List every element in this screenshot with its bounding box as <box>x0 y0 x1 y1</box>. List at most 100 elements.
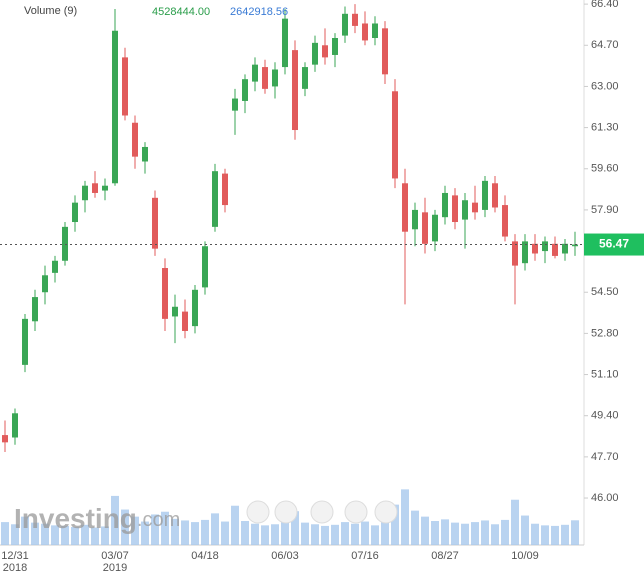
control-button[interactable] <box>344 500 368 524</box>
volume-bar <box>51 525 59 545</box>
candle-body <box>182 311 188 331</box>
candle-body <box>252 64 258 82</box>
candle-body <box>22 318 28 365</box>
candle-body <box>562 243 568 254</box>
candle-body <box>162 268 168 319</box>
volume-bar <box>241 521 249 545</box>
y-tick-label: 57.90 <box>591 204 619 216</box>
volume-bar <box>451 522 459 545</box>
candle-body <box>222 173 228 206</box>
x-tick-label: 07/16 <box>351 550 379 562</box>
candle-body <box>332 38 338 55</box>
candle-body <box>62 226 68 261</box>
volume-bar <box>471 522 479 545</box>
candle-body <box>492 183 498 208</box>
volume-bar <box>181 520 189 545</box>
volume-bar <box>411 510 419 545</box>
candle-body <box>532 243 538 254</box>
volume-bar <box>561 524 569 545</box>
volume-bar <box>171 518 179 545</box>
x-year-label: 2019 <box>103 562 127 573</box>
candle-body <box>132 122 138 157</box>
y-tick-label: 46.00 <box>591 492 619 504</box>
watermark-suffix: .com <box>137 509 180 531</box>
volume-bar <box>11 524 19 545</box>
candle-body <box>392 91 398 179</box>
volume-bar <box>501 519 509 545</box>
y-tick-label: 47.70 <box>591 451 619 463</box>
volume-bar <box>301 522 309 545</box>
candle-body <box>552 243 558 256</box>
y-tick-label: 59.60 <box>591 163 619 175</box>
volume-bar <box>41 523 49 545</box>
volume-readout: 4528444.00 <box>152 6 210 18</box>
candle-body <box>92 183 98 193</box>
x-year-label: 2018 <box>3 562 27 573</box>
volume-bar <box>371 525 379 545</box>
last-price-label: 56.47 <box>599 237 629 251</box>
volume-bar <box>21 516 29 545</box>
volume-bar <box>151 514 159 545</box>
candle-body <box>442 192 448 218</box>
x-tick-label: 06/03 <box>271 550 299 562</box>
control-button[interactable] <box>246 500 270 524</box>
candle-body <box>452 195 458 223</box>
candle-body <box>302 67 308 89</box>
volume-bar <box>211 513 219 545</box>
control-button[interactable] <box>274 500 298 524</box>
volume-bar <box>111 495 119 545</box>
candle-body <box>172 306 178 317</box>
volume-bar <box>571 520 579 545</box>
volume-bar <box>291 511 299 545</box>
volume-bar <box>431 521 439 545</box>
candle-body <box>102 185 108 191</box>
volume-bar <box>1 522 9 545</box>
candle-body <box>432 214 438 242</box>
volume-bar <box>481 520 489 545</box>
y-tick-label: 63.00 <box>591 80 619 92</box>
candle-body <box>372 23 378 39</box>
candle-body <box>542 241 548 252</box>
volume-bar <box>311 524 319 545</box>
candle-body <box>232 98 238 111</box>
volume-bar <box>101 526 109 545</box>
candle-body <box>192 289 198 327</box>
candle-body <box>292 50 298 131</box>
candle-body <box>342 13 348 36</box>
candle-body <box>212 171 218 227</box>
y-tick-label: 64.70 <box>591 39 619 51</box>
x-tick-label: 03/07 <box>101 550 129 562</box>
candle-body <box>142 146 148 162</box>
candle-body <box>322 45 328 58</box>
last-price-box <box>584 233 644 256</box>
y-tick-label: 54.50 <box>591 286 619 298</box>
volume-bar <box>441 519 449 545</box>
x-tick-label: 12/31 <box>1 550 29 562</box>
volume-label: Volume (9) <box>24 5 77 17</box>
candle-body <box>12 413 18 438</box>
volume-bar <box>251 523 259 545</box>
candle-body <box>422 212 428 244</box>
volume-bar <box>221 521 229 545</box>
volume-bar <box>231 505 239 545</box>
control-button[interactable] <box>310 500 334 524</box>
candle-body <box>152 197 158 249</box>
candle-layer <box>2 4 578 453</box>
candle-body <box>42 275 48 293</box>
candle-body <box>202 246 208 288</box>
volume-bar <box>341 522 349 545</box>
volume-bar <box>491 524 499 545</box>
candle-body <box>272 69 278 87</box>
x-tick-label: 08/27 <box>431 550 459 562</box>
chart-controls <box>246 500 398 524</box>
candle-body <box>402 183 408 232</box>
volume-bar <box>121 509 129 545</box>
x-tick-label: 10/09 <box>511 550 539 562</box>
candle-body <box>502 205 508 237</box>
volume-bar <box>461 523 469 545</box>
watermark: Investing.com <box>14 503 180 534</box>
candle-body <box>112 30 118 184</box>
control-button[interactable] <box>374 500 398 524</box>
candle-body <box>2 435 8 443</box>
candle-body <box>32 297 38 322</box>
